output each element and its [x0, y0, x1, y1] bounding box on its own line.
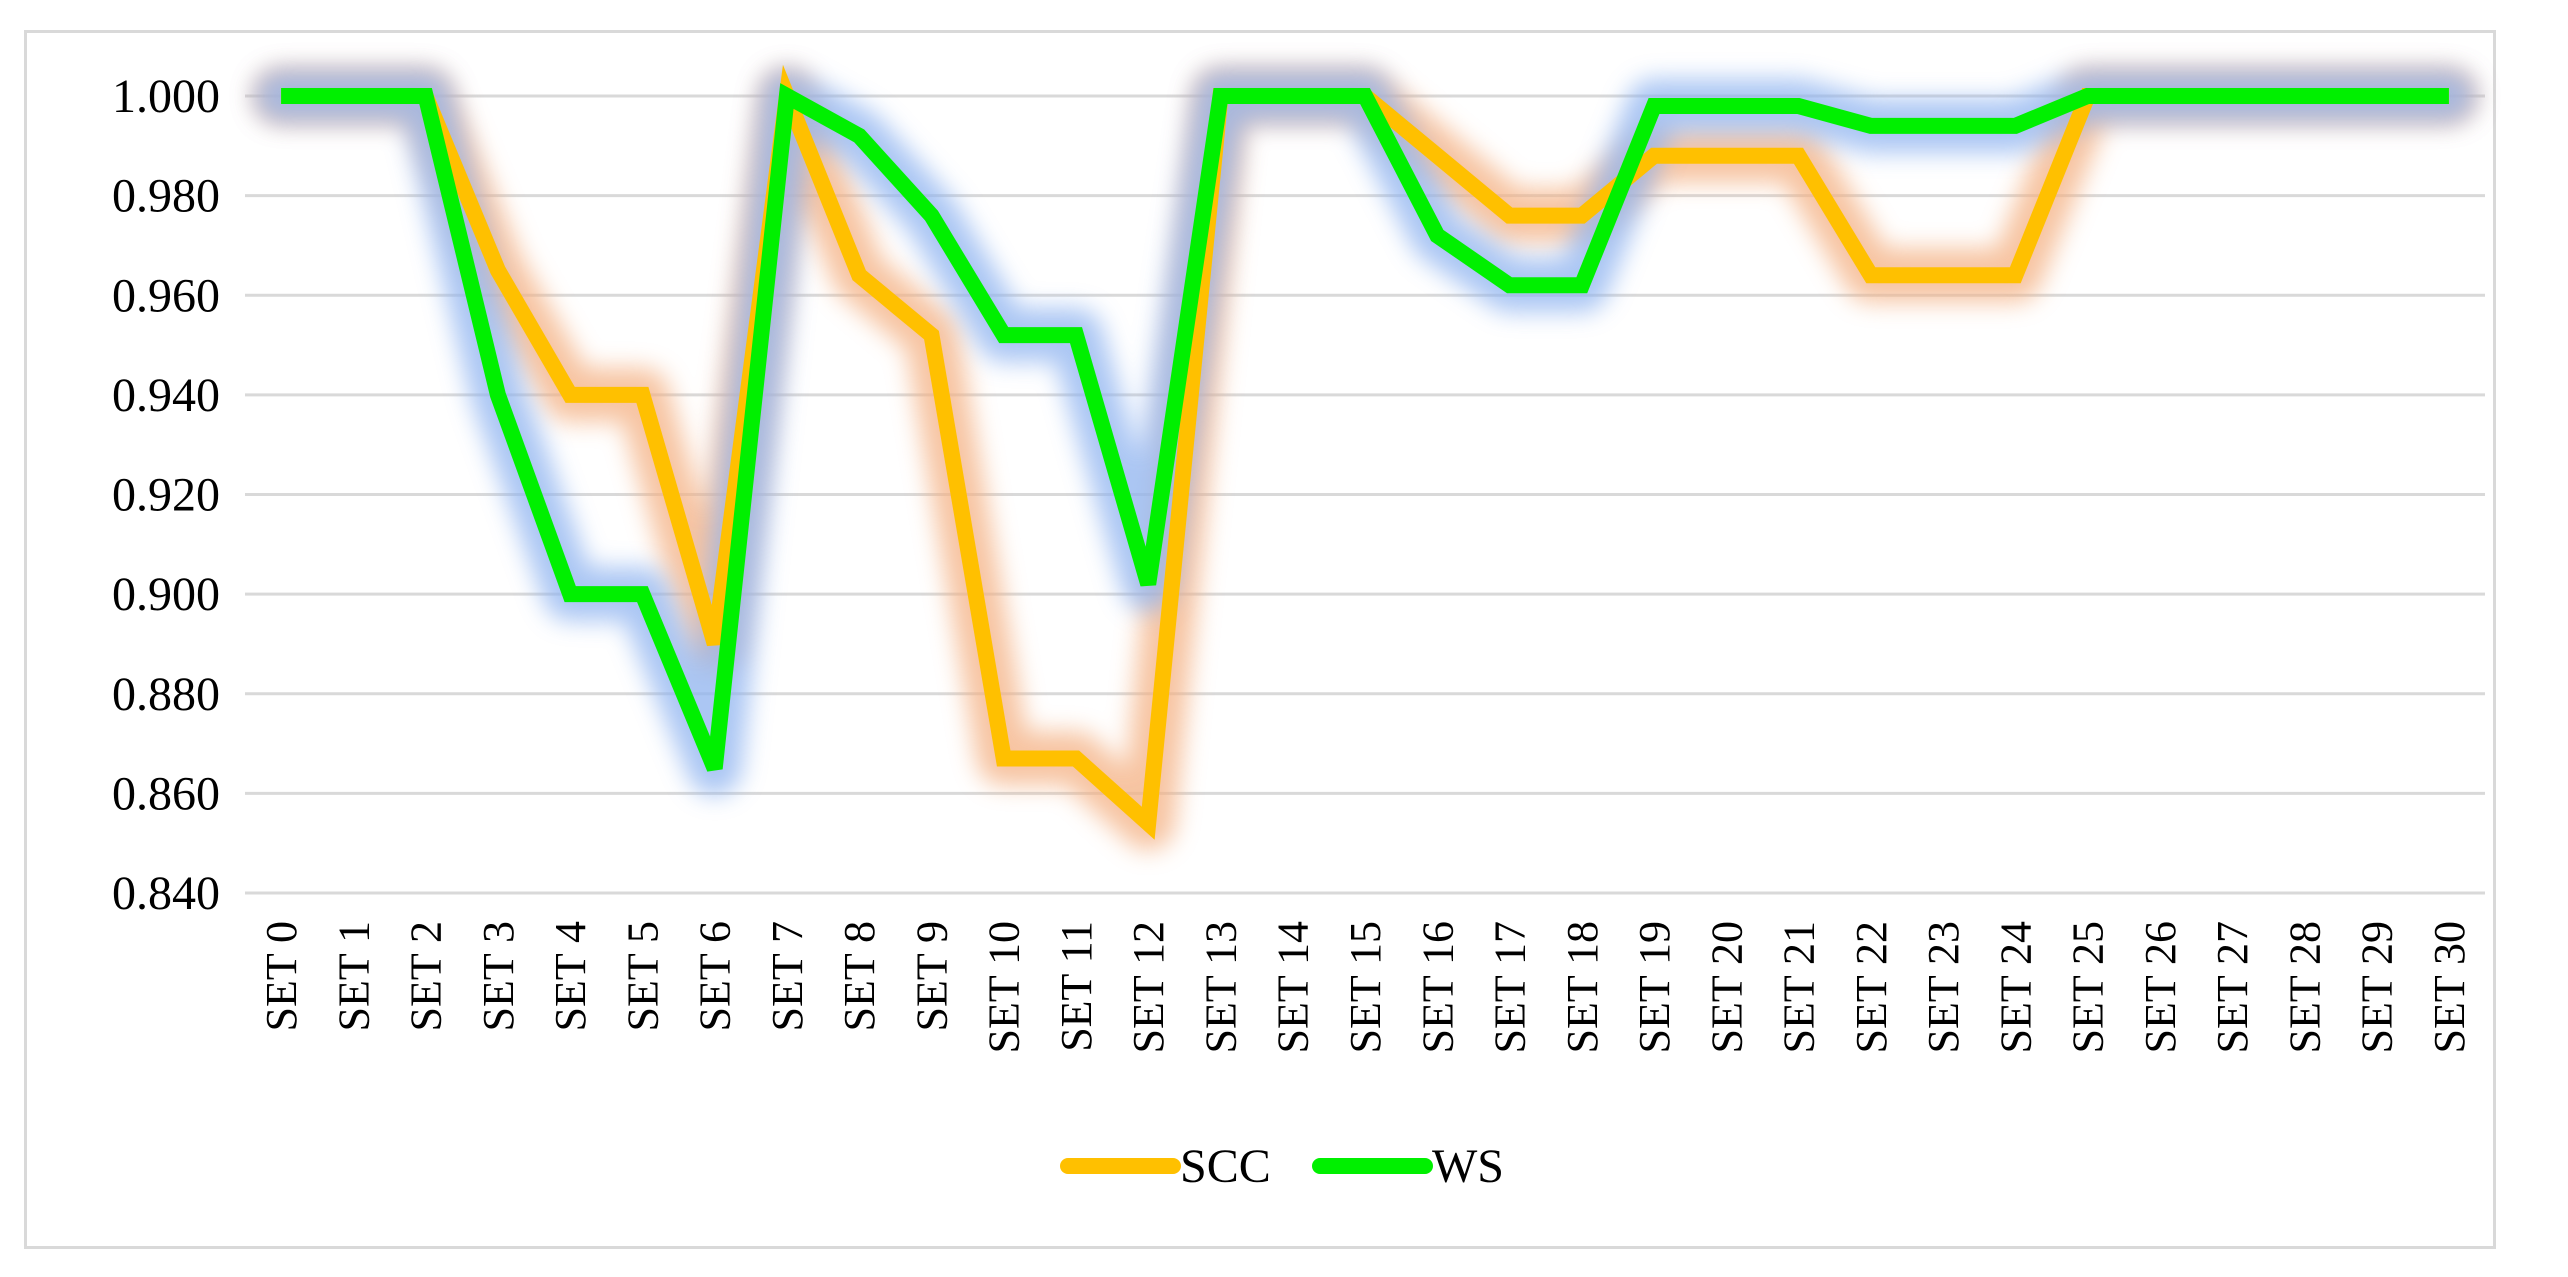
y-tick-label: 1.000	[112, 70, 220, 123]
series-line-scc	[281, 64, 2449, 840]
x-tick-label: SET 10	[980, 921, 1029, 1053]
x-tick-label: SET 23	[1919, 921, 1968, 1053]
y-tick-label: 0.940	[112, 369, 220, 422]
x-tick-label: SET 9	[907, 921, 956, 1031]
x-tick-label: SET 25	[2064, 921, 2113, 1053]
x-tick-label: SET 5	[618, 921, 667, 1031]
x-tick-label: SET 8	[835, 921, 884, 1031]
x-tick-label: SET 15	[1341, 921, 1390, 1053]
x-tick-label: SET 26	[2136, 921, 2185, 1053]
x-tick-label: SET 12	[1124, 921, 1173, 1053]
legend: SCC WS	[1060, 1140, 1504, 1193]
series-lines	[281, 64, 2449, 840]
x-tick-label: SET 11	[1052, 921, 1101, 1052]
gridlines	[245, 94, 2485, 895]
y-tick-label: 0.840	[112, 867, 220, 920]
x-tick-label: SET 13	[1196, 921, 1245, 1053]
x-tick-label: SET 16	[1413, 921, 1462, 1053]
x-tick-label: SET 3	[474, 921, 523, 1031]
x-tick-label: SET 14	[1269, 921, 1318, 1053]
series-glow-scc	[254, 69, 2476, 851]
x-tick-label: SET 28	[2280, 921, 2329, 1053]
x-axis-ticks: SET 0 SET 1 SET 2 SET 3 SET 4 SET 5 SET 6 SET 7…	[257, 921, 2474, 1053]
y-tick-label: 0.880	[112, 668, 220, 721]
x-tick-label: SET 27	[2208, 921, 2257, 1053]
x-tick-label: SET 4	[546, 921, 595, 1031]
x-tick-label: SET 19	[1630, 921, 1679, 1053]
x-tick-label: SET 2	[402, 921, 451, 1031]
x-tick-label: SET 7	[763, 921, 812, 1031]
y-tick-label: 0.920	[112, 469, 220, 522]
legend-label-scc: SCC	[1180, 1140, 1271, 1193]
series-glows	[254, 69, 2476, 851]
x-tick-label: SET 20	[1702, 921, 1751, 1053]
legend-label-ws: WS	[1432, 1140, 1504, 1193]
x-tick-label: SET 29	[2353, 921, 2402, 1053]
x-tick-label: SET 21	[1775, 921, 1824, 1053]
x-tick-label: SET 30	[2425, 921, 2474, 1053]
series-line-ws	[281, 83, 2449, 772]
x-tick-label: SET 17	[1486, 921, 1535, 1053]
y-tick-label: 0.860	[112, 767, 220, 820]
y-tick-label: 0.960	[112, 269, 220, 322]
x-tick-label: SET 24	[1991, 921, 2040, 1053]
x-tick-label: SET 1	[329, 921, 378, 1031]
x-tick-label: SET 18	[1558, 921, 1607, 1053]
y-tick-label: 0.980	[112, 170, 220, 223]
y-tick-label: 0.900	[112, 568, 220, 621]
x-tick-label: SET 22	[1847, 921, 1896, 1053]
x-tick-label: SET 0	[257, 921, 306, 1031]
y-axis-ticks: 0.840 0.860 0.880 0.900 0.920 0.940 0.960 0.980…	[112, 70, 220, 920]
x-tick-label: SET 6	[691, 921, 740, 1031]
